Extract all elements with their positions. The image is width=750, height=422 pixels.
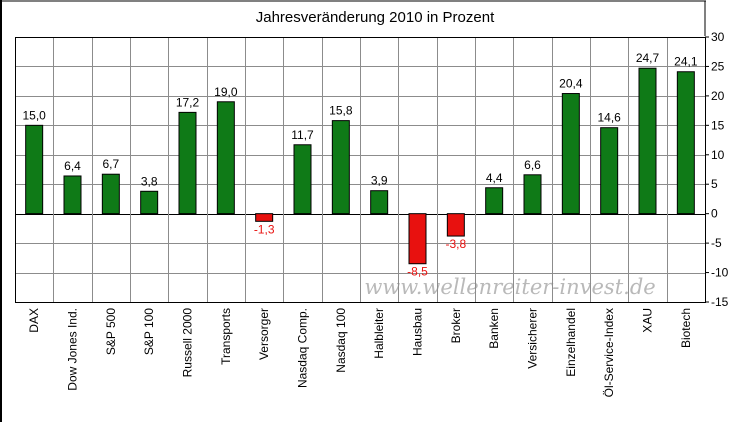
category-label-9: Nasdaq 100: [334, 308, 348, 373]
bar-15: [561, 93, 580, 215]
category-label-18: Biotech: [679, 308, 693, 348]
data-label-4: 3,8: [141, 174, 158, 188]
y-tick-label: 15: [711, 118, 725, 132]
category-label-5: Russell 2000: [181, 308, 195, 378]
data-label-12: -3,8: [445, 237, 466, 251]
y-tick-label: 30: [711, 30, 725, 44]
bar-11: [408, 213, 427, 265]
bar-5: [178, 111, 197, 215]
category-label-10: Halbleiter: [372, 308, 386, 359]
y-tick-label: -5: [711, 236, 722, 250]
category-label-7: Versorger: [257, 308, 271, 360]
bar-14: [523, 174, 542, 215]
data-label-7: -1,3: [254, 222, 275, 236]
bar-18: [676, 71, 695, 215]
category-label-6: Transports: [219, 308, 233, 365]
category-label-8: Nasdaq Comp.: [296, 308, 310, 388]
data-label-15: 20,4: [559, 77, 583, 91]
category-label-11: Hausbau: [411, 308, 425, 356]
bar-4: [140, 190, 159, 215]
data-label-18: 24,1: [674, 55, 698, 69]
bar-6: [216, 101, 235, 215]
y-axis: 30 25 20 15 10 5 0 -5 -10 -15: [705, 30, 729, 309]
y-tick-label: -10: [711, 266, 729, 280]
bar-8: [293, 144, 312, 215]
data-label-14: 6,6: [524, 158, 541, 172]
watermark: www.wellenreiter-invest.de: [364, 275, 655, 299]
category-label-1: DAX: [27, 308, 41, 333]
data-label-5: 17,2: [176, 95, 200, 109]
data-label-13: 4,4: [486, 171, 503, 185]
category-label-13: Banken: [487, 308, 501, 349]
bar-10: [370, 190, 389, 215]
bar-16: [600, 127, 619, 215]
bar-1: [25, 124, 44, 215]
x-axis-labels: DAX Dow Jones Ind. S&P 500 S&P 100 Russell 2…: [27, 308, 693, 398]
data-labels-layer: 15,0 6,4 6,7 3,8 17,2 19,0 -1,3 11,7 15,8 3,9 -8,5…: [22, 51, 697, 279]
data-label-16: 14,6: [597, 111, 621, 125]
category-label-2: Dow Jones Ind.: [66, 308, 80, 391]
category-label-16: Öl-Service-Index: [602, 308, 616, 397]
y-tick-label: 20: [711, 89, 725, 103]
data-label-6: 19,0: [214, 85, 238, 99]
bar-7: [255, 213, 274, 222]
data-label-2: 6,4: [64, 159, 81, 173]
category-label-14: Versicherer: [526, 308, 540, 369]
bar-3: [101, 173, 120, 215]
data-label-8: 11,7: [291, 128, 314, 142]
bars-layer: [25, 67, 695, 265]
y-tick-label: 25: [711, 59, 725, 73]
data-label-11: -8,5: [407, 265, 428, 279]
bar-2: [63, 175, 82, 215]
data-label-3: 6,7: [102, 157, 119, 171]
data-label-9: 15,8: [329, 104, 353, 118]
y-tick-label: 5: [711, 177, 718, 191]
grid-layer: [15, 37, 706, 303]
y-tick-label: 10: [711, 148, 725, 162]
y-tick-label: -15: [711, 295, 729, 309]
bar-17: [638, 67, 657, 215]
bar-12: [446, 213, 465, 237]
category-label-15: Einzelhandel: [564, 308, 578, 377]
bar-13: [485, 187, 504, 215]
data-label-10: 3,9: [371, 174, 388, 188]
data-label-17: 24,7: [636, 51, 660, 65]
category-label-3: S&P 500: [104, 308, 118, 355]
category-label-12: Broker: [449, 308, 463, 343]
data-label-1: 15,0: [22, 108, 46, 122]
chart-title: Jahresveränderung 2010 in Prozent: [256, 9, 495, 26]
category-label-17: XAU: [641, 308, 655, 333]
bar-9: [331, 120, 350, 215]
y-tick-label: 0: [711, 207, 718, 221]
category-label-4: S&P 100: [142, 308, 156, 355]
plot-frame: [15, 37, 706, 303]
